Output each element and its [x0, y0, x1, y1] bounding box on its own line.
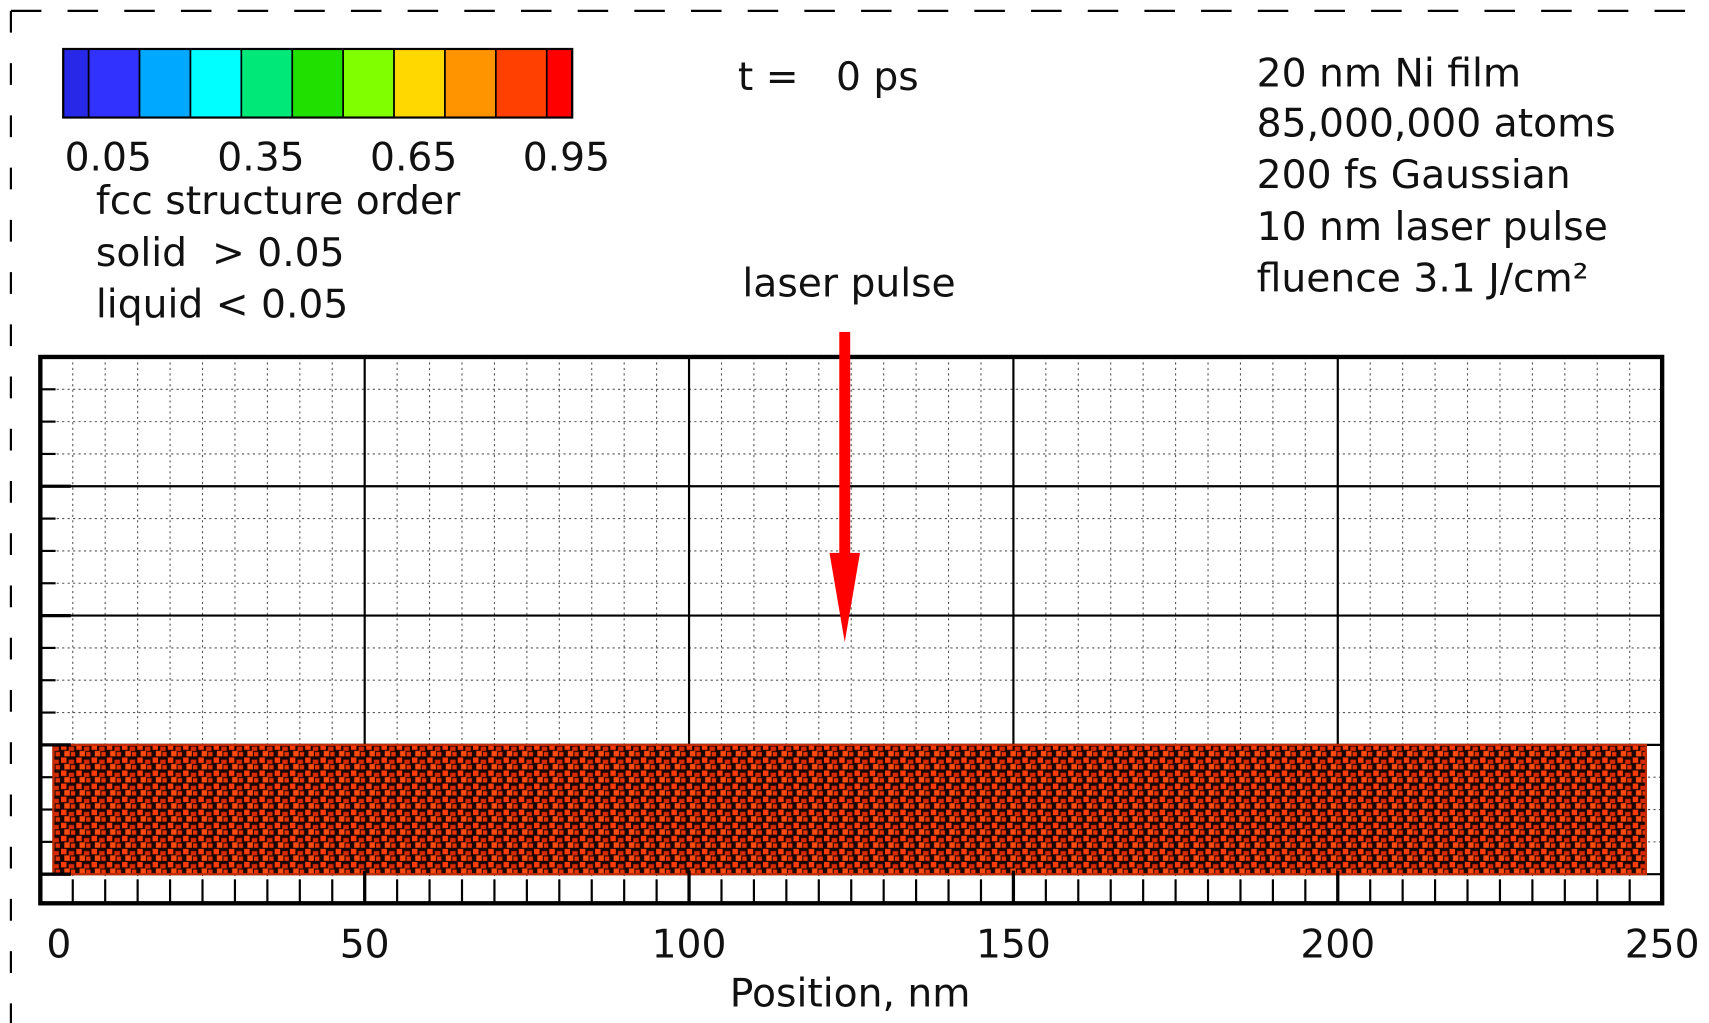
info-line: fluence 3.1 J/cm² [1257, 256, 1589, 301]
info-line: 20 nm Ni film [1257, 52, 1521, 97]
time-label: t = 0 ps [738, 55, 919, 100]
colorbar-bin [393, 48, 446, 119]
colorbar-bin [291, 48, 344, 119]
colorbar-bin [545, 48, 574, 119]
annotation: laser pulse [742, 262, 955, 307]
plot-frame [38, 354, 1665, 906]
colorbar-bin [138, 48, 192, 119]
x-tick-label: 150 [976, 922, 1051, 967]
colorbar-bin [189, 48, 243, 119]
legend-note: solid > 0.05 [96, 231, 345, 276]
x-tick-label: 200 [1300, 922, 1375, 967]
x-tick-label: 250 [1625, 922, 1700, 967]
colorbar-bin [444, 48, 497, 119]
colorbar-bin [62, 48, 90, 119]
info-line: 85,000,000 atoms [1257, 102, 1616, 147]
colorbar-bin [87, 48, 141, 119]
colorbar-bin [240, 48, 294, 119]
info-line: 200 fs Gaussian [1257, 153, 1571, 198]
laser-arrowhead [829, 552, 861, 643]
info-line: 10 nm laser pulse [1257, 205, 1608, 250]
legend-note: liquid < 0.05 [96, 282, 348, 327]
colorbar-tick-label: 0.65 [370, 135, 457, 180]
x-tick-label: 50 [340, 922, 390, 967]
colorbar-tick-label: 0.05 [65, 135, 152, 180]
colorbar-tick-label: 0.95 [523, 135, 610, 180]
film [52, 743, 1648, 876]
x-tick-label: 0 [46, 922, 71, 967]
x-tick-label: 100 [652, 922, 727, 967]
x-axis-label: Position, nm [730, 971, 971, 1016]
colorbar-bin [495, 48, 548, 119]
laser-arrow [839, 331, 851, 556]
colorbar-bin [342, 48, 395, 119]
colorbar-frame [62, 47, 574, 119]
colorbar-tick-label: 0.35 [217, 135, 304, 180]
colorbar-label: fcc structure order [96, 179, 461, 224]
